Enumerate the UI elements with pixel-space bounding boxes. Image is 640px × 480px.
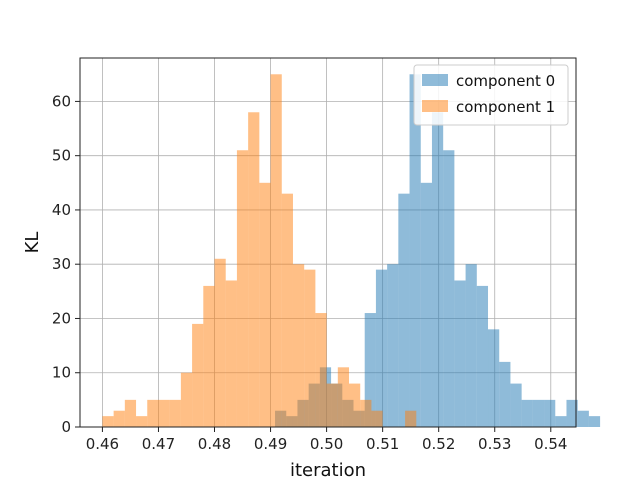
bar-component-0 [431, 112, 444, 427]
y-tick-label: 0 [61, 418, 71, 436]
x-axis-ticks: 0.46 0.47 0.48 0.49 0.50 0.51 0.52 0.53 0.54 [86, 427, 567, 453]
bar-component-1 [192, 323, 204, 427]
bar-component-1 [236, 150, 249, 427]
bar-component-0 [510, 383, 522, 427]
bar-component-1 [248, 112, 260, 427]
bar-component-0 [577, 410, 589, 427]
bar-component-1 [349, 383, 361, 427]
bar-component-1 [360, 399, 372, 427]
bar-component-1 [292, 264, 305, 427]
bar-component-1 [180, 372, 193, 427]
bar-component-0 [488, 329, 500, 427]
bar-component-1 [158, 399, 170, 427]
bar-component-1 [113, 410, 125, 427]
bar-component-0 [555, 416, 567, 427]
y-axis-label: KL [22, 232, 43, 254]
bar-component-0 [454, 280, 466, 427]
bar-component-1 [371, 410, 383, 427]
legend: component 0 component 1 [413, 64, 569, 126]
bar-component-0 [588, 416, 601, 427]
y-tick-label: 20 [52, 309, 71, 327]
bar-component-0 [443, 150, 455, 427]
y-tick-label: 60 [52, 92, 71, 110]
bar-component-1 [281, 193, 293, 427]
bar-component-1 [203, 285, 215, 427]
bar-component-1 [169, 399, 181, 427]
bar-component-1 [259, 182, 271, 427]
x-tick-label: 0.48 [198, 435, 231, 453]
bar-component-0 [465, 264, 477, 427]
bar-component-0 [476, 285, 489, 427]
x-tick-label: 0.54 [534, 435, 567, 453]
bar-component-1 [225, 280, 237, 427]
y-tick-label: 30 [52, 255, 71, 273]
bar-component-0 [375, 269, 388, 427]
bars [102, 74, 601, 427]
plot-frame [79, 57, 577, 428]
bar-component-0 [532, 399, 545, 427]
bar-component-0 [387, 264, 399, 427]
bar-component-1 [270, 74, 282, 427]
bar-component-1 [214, 258, 226, 427]
bar-component-1 [147, 399, 159, 427]
bar-component-1 [337, 367, 350, 427]
legend-box [413, 64, 569, 126]
bar-component-0 [398, 193, 410, 427]
bar-component-1 [102, 416, 114, 427]
x-tick-label: 0.50 [310, 435, 343, 453]
bar-component-0 [521, 399, 533, 427]
legend-swatch [422, 74, 448, 86]
legend-swatch [422, 100, 448, 112]
bar-component-1 [315, 313, 327, 427]
x-tick-label: 0.46 [86, 435, 119, 453]
legend-label: component 0 [456, 72, 555, 90]
y-axis-ticks: 0 10 20 30 40 50 60 [52, 92, 80, 436]
grid [80, 58, 576, 428]
bar-component-0 [544, 399, 556, 427]
x-tick-label: 0.52 [422, 435, 455, 453]
x-tick-label: 0.53 [478, 435, 511, 453]
bar-component-1 [326, 383, 338, 427]
y-tick-label: 10 [52, 364, 71, 382]
bar-component-1 [405, 410, 417, 427]
bar-component-0 [420, 182, 432, 427]
y-tick-label: 40 [52, 201, 71, 219]
x-tick-label: 0.49 [254, 435, 287, 453]
bar-component-0 [566, 399, 578, 427]
bar-component-1 [304, 269, 316, 427]
bar-component-1 [124, 399, 137, 427]
y-tick-label: 50 [52, 147, 71, 165]
x-tick-label: 0.47 [142, 435, 175, 453]
bar-component-0 [499, 361, 511, 427]
legend-label: component 1 [456, 98, 555, 116]
bar-component-0 [364, 313, 376, 427]
bar-component-1 [136, 416, 148, 427]
x-axis-label: iteration [290, 460, 366, 480]
bar-component-0 [409, 74, 421, 427]
x-tick-label: 0.51 [366, 435, 399, 453]
